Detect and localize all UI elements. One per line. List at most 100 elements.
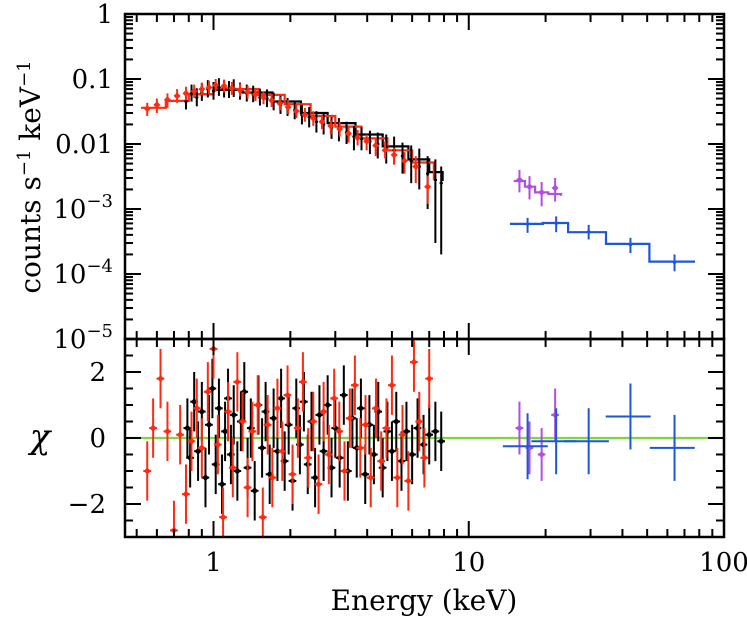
res-red-point bbox=[219, 487, 227, 537]
res-red-point bbox=[243, 457, 252, 518]
res-red-marker bbox=[420, 454, 428, 462]
soft-red-point bbox=[309, 111, 317, 126]
res-black-point bbox=[397, 431, 406, 491]
res-red-marker bbox=[273, 404, 281, 412]
soft-red-marker bbox=[228, 84, 236, 92]
res-black-point bbox=[339, 365, 348, 425]
soft-red-point bbox=[354, 129, 362, 146]
soft-red-marker bbox=[153, 101, 161, 109]
soft-red-marker bbox=[173, 92, 181, 100]
res-red-marker bbox=[193, 404, 201, 412]
soft-red-point bbox=[318, 114, 326, 130]
x-axis-title: Energy (keV) bbox=[331, 584, 518, 617]
x-tick-label: 1 bbox=[205, 548, 222, 578]
res-red-marker bbox=[294, 424, 302, 432]
soft-black-point bbox=[189, 84, 194, 102]
res-red-point bbox=[319, 381, 328, 442]
soft-red-point bbox=[228, 81, 236, 95]
res-purple-marker bbox=[538, 451, 546, 458]
model-purple-line bbox=[513, 179, 563, 196]
res-black-marker bbox=[215, 404, 223, 412]
soft-red-point bbox=[424, 176, 432, 204]
soft-red-marker bbox=[276, 99, 284, 107]
res-red-marker bbox=[259, 513, 267, 521]
soft-red-point bbox=[412, 156, 420, 184]
res-black-point bbox=[284, 395, 293, 455]
res-red-point bbox=[203, 362, 212, 422]
soft-red-marker bbox=[251, 90, 259, 98]
res-red-marker bbox=[157, 375, 165, 383]
res-red-point bbox=[156, 348, 165, 409]
res-red-point bbox=[340, 441, 349, 501]
res-red-marker bbox=[309, 418, 317, 425]
res-red-marker bbox=[404, 477, 412, 485]
res-red-marker bbox=[351, 381, 359, 389]
soft-red-marker bbox=[345, 130, 353, 138]
res-red-marker bbox=[204, 388, 212, 396]
hard-purple-point bbox=[551, 177, 559, 202]
soft-red-point bbox=[345, 126, 353, 143]
spectrum-ticks bbox=[125, 13, 725, 340]
soft-red-point bbox=[190, 84, 198, 99]
res-blue-point bbox=[649, 414, 695, 481]
res-black-marker bbox=[340, 391, 348, 399]
res-black-point bbox=[387, 421, 396, 481]
res-red-point bbox=[324, 424, 333, 485]
soft-black-point bbox=[439, 166, 443, 255]
res-red-point bbox=[350, 355, 359, 415]
soft-red-marker bbox=[424, 183, 432, 191]
soft-red-point bbox=[198, 82, 206, 96]
res-black-marker bbox=[208, 385, 216, 392]
soft-black-point bbox=[307, 107, 311, 128]
res-red-point bbox=[176, 405, 184, 465]
soft-red-marker bbox=[212, 81, 220, 89]
spectrum-data-layer bbox=[141, 78, 695, 272]
hard-blue-point bbox=[672, 254, 677, 272]
res-red-marker bbox=[372, 404, 380, 412]
res-red-point bbox=[410, 339, 418, 392]
res-red-point bbox=[163, 401, 172, 462]
res-red-marker bbox=[410, 358, 418, 366]
res-red-marker bbox=[248, 427, 256, 435]
soft-red-point bbox=[292, 104, 300, 119]
soft-red-point bbox=[301, 107, 309, 122]
soft-red-point bbox=[284, 100, 292, 114]
res-red-marker bbox=[398, 431, 406, 439]
soft-red-point bbox=[173, 89, 181, 103]
hard-purple-marker bbox=[551, 184, 559, 192]
res-black-point bbox=[402, 401, 411, 462]
soft-black-point bbox=[433, 159, 437, 243]
res-red-point bbox=[187, 411, 196, 471]
res-black-marker bbox=[425, 431, 433, 439]
res-red-point bbox=[288, 444, 297, 504]
res-black-point bbox=[277, 368, 285, 429]
res-black-marker bbox=[277, 394, 285, 402]
res-black-point bbox=[229, 385, 238, 445]
soft-black-point bbox=[314, 111, 319, 133]
soft-red-marker bbox=[236, 86, 244, 94]
soft-red-marker bbox=[372, 141, 380, 149]
res-red-point bbox=[304, 428, 313, 488]
res-black-point bbox=[431, 401, 440, 462]
y-tick-label: 10−4 bbox=[53, 256, 113, 290]
soft-red-point bbox=[268, 93, 276, 108]
soft-black-point bbox=[359, 127, 364, 151]
res-red-point bbox=[213, 414, 222, 475]
res-black-marker bbox=[357, 404, 365, 412]
res-red-point bbox=[356, 418, 365, 478]
soft-red-point bbox=[390, 147, 398, 165]
soft-black-point bbox=[265, 89, 269, 108]
soft-red-marker bbox=[220, 82, 228, 90]
res-black-marker bbox=[324, 401, 332, 409]
res-red-point bbox=[233, 352, 242, 412]
res-red-point bbox=[273, 378, 282, 438]
hard-blue-point bbox=[554, 216, 558, 233]
res-red-marker bbox=[330, 394, 338, 402]
hard-purple-point bbox=[526, 176, 534, 200]
res-red-point bbox=[309, 391, 318, 452]
res-y-tick-label: −2 bbox=[68, 490, 106, 520]
hard-purple-point bbox=[538, 182, 546, 207]
res-black-point bbox=[392, 391, 401, 452]
res-red-point bbox=[182, 464, 190, 524]
y-tick-label: 10−3 bbox=[53, 191, 113, 225]
